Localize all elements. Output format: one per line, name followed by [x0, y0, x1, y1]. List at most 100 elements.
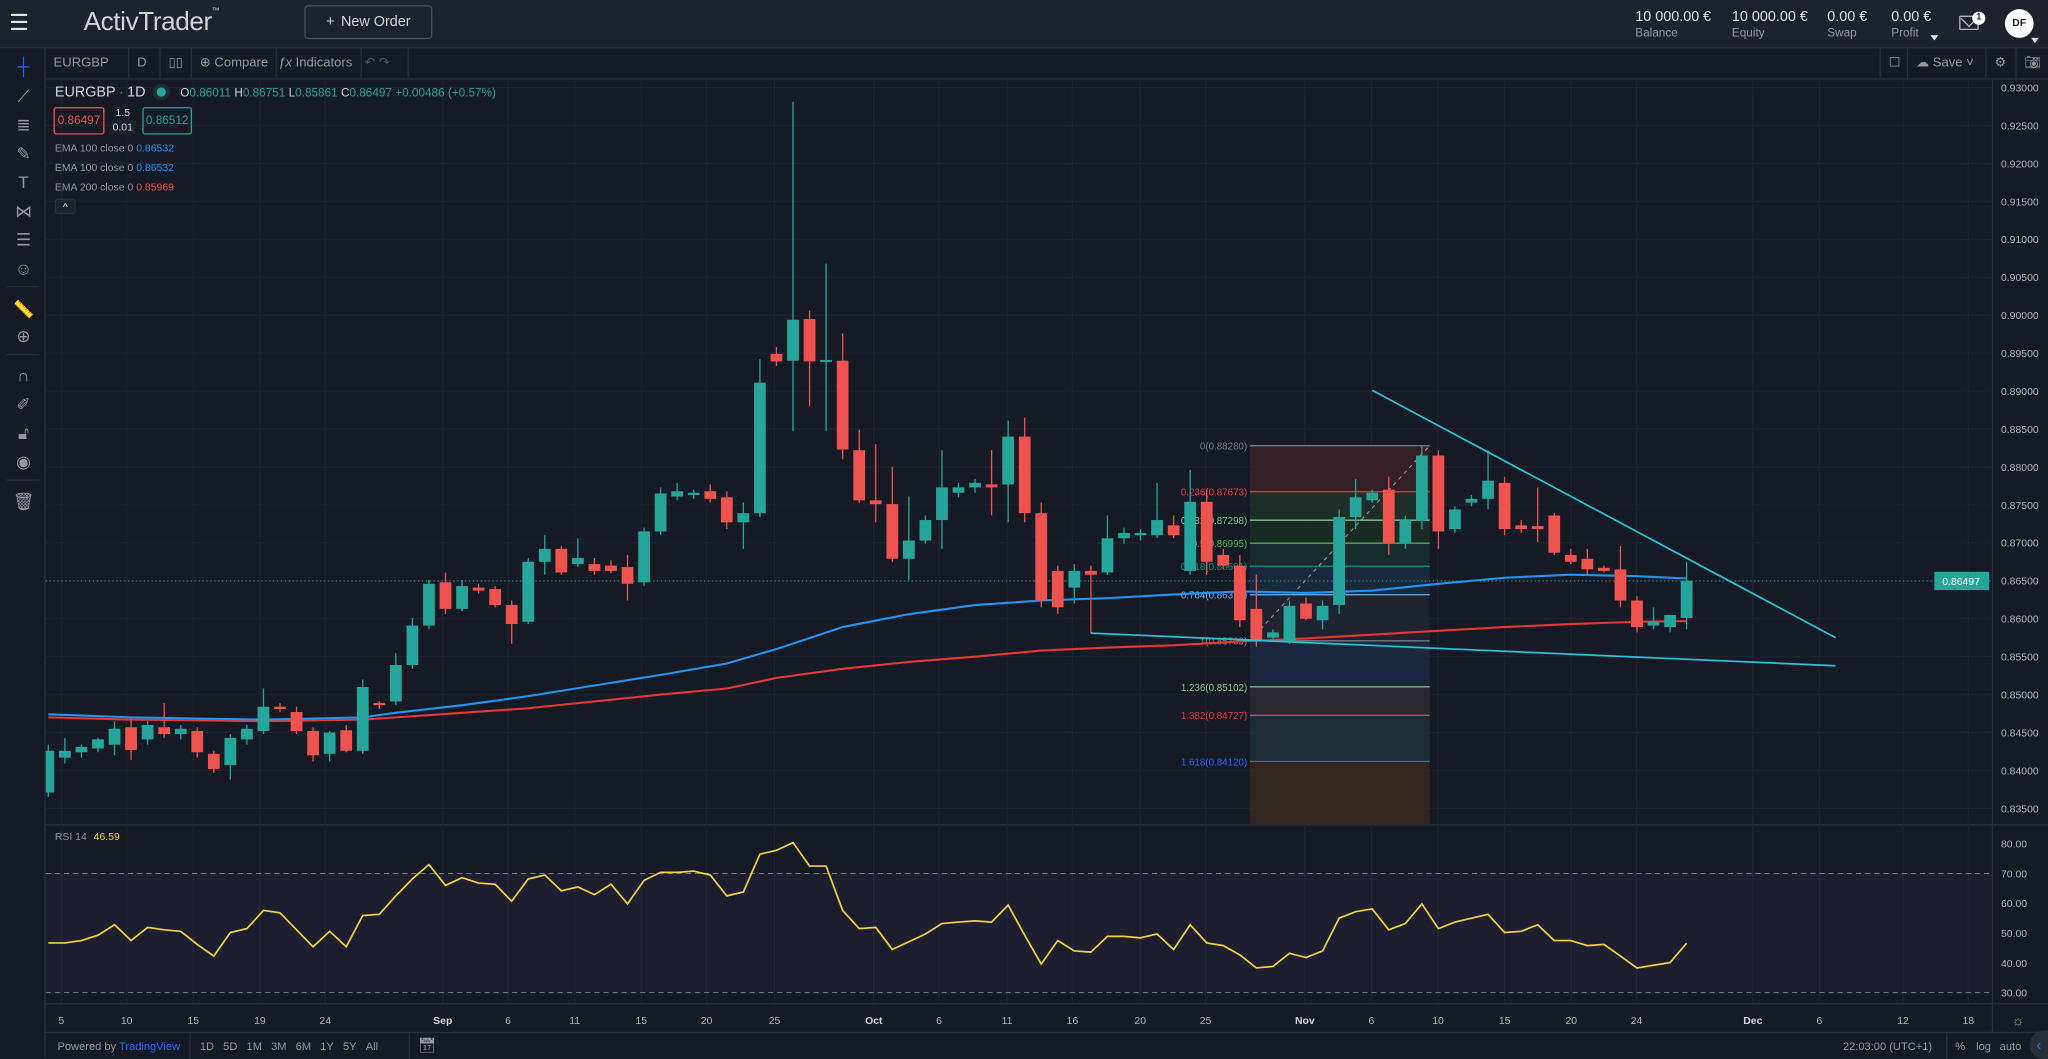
rsi-legend[interactable]: RSI 14 46.59 [55, 831, 120, 843]
candle [1200, 489, 1213, 575]
range-6m[interactable]: 6M [295, 1039, 312, 1053]
candle-body [1399, 520, 1412, 544]
brush-icon[interactable]: ✎ [16, 143, 31, 164]
range-1d[interactable]: 1D [199, 1039, 215, 1053]
indicators-button[interactable]: ƒx Indicators [270, 48, 362, 79]
profit-stat[interactable]: 0.00 € Profit [1891, 9, 1931, 40]
undo-icon[interactable]: ↶ [364, 56, 376, 71]
range-1y[interactable]: 1Y [320, 1039, 334, 1053]
pattern-icon[interactable]: ⋈ [15, 201, 32, 221]
ema-label: EMA 100 close 0 [54, 142, 134, 155]
fib-level-label: 1.618(0.84120) [1181, 757, 1247, 768]
lock-drawing-icon[interactable]: ✐ [16, 394, 31, 415]
candle-body [158, 727, 171, 735]
candle [1349, 479, 1362, 530]
range-5y[interactable]: 5Y [342, 1039, 357, 1053]
settings-gear-icon[interactable]: ☼ [2011, 1013, 2024, 1029]
zoom-in-icon[interactable]: ⊕ [16, 326, 31, 347]
ruler-icon[interactable]: 📏 [12, 299, 35, 319]
symbol-search[interactable]: EURGBP [46, 48, 130, 79]
candle [1002, 420, 1015, 523]
buy-button[interactable]: 0.86512 [142, 107, 192, 135]
auto-toggle[interactable]: auto [1999, 1039, 2022, 1053]
candle [1151, 482, 1163, 539]
candle-body [1382, 489, 1395, 544]
tradingview-link[interactable]: TradingView [118, 1039, 181, 1053]
ema100-line [48, 573, 1687, 721]
prediction-icon[interactable]: ☰ [15, 229, 32, 250]
fullscreen-button[interactable]: ☐ [1879, 48, 1909, 79]
percent-toggle[interactable]: % [1955, 1039, 1966, 1053]
spread-bottom: 0.01 [109, 120, 136, 135]
trash-icon[interactable]: 🗑︎ [12, 491, 35, 511]
high-label: H [234, 86, 243, 100]
log-toggle[interactable]: log [1976, 1039, 1991, 1053]
candle-body [737, 513, 750, 523]
chevron-down-icon[interactable]: ˅ [1962, 56, 1974, 71]
candle-body [522, 561, 535, 622]
compare-button[interactable]: ⊕ Compare [192, 48, 278, 79]
candle-body [1614, 569, 1627, 601]
go-to-date-icon[interactable]: 📅︎ [417, 1038, 437, 1055]
settings-button[interactable]: ⚙ [1987, 48, 2017, 79]
time-tick: 20 [701, 1016, 713, 1027]
chart-canvas[interactable]: 0.93000 0.92500 0.92000 0.91500 0.91000 0.905… [45, 79, 2048, 1058]
candle-body [1333, 517, 1345, 606]
chart-type-button[interactable]: ▯▯ [161, 48, 192, 79]
hamburger-menu-icon[interactable]: ☰ [9, 10, 30, 36]
candle-body [985, 484, 998, 488]
new-order-label: New Order [341, 14, 411, 31]
magnet-icon[interactable]: ∩ [17, 365, 30, 386]
powered-by[interactable]: Powered by TradingView [57, 1040, 180, 1053]
ema-legend-3[interactable]: EMA 200 close 0 0.85969 [55, 182, 174, 194]
rsi-tick: 80.00 [2001, 840, 2027, 851]
ema-value: 0.86532 [136, 161, 174, 174]
time-tick: 10 [121, 1016, 133, 1027]
clock[interactable]: 22:03:00 (UTC+1) [1842, 1039, 1933, 1053]
fib-ratio: 0 [1200, 442, 1206, 453]
range-1m[interactable]: 1M [246, 1039, 262, 1053]
trend-line-icon[interactable]: ⟋ [17, 86, 30, 106]
candle-body [936, 487, 948, 521]
candle-body [456, 586, 468, 609]
candle [241, 724, 253, 745]
lock-icon[interactable]: 🔓︎ [17, 423, 30, 443]
screenshot-button[interactable]: 📷︎ [2017, 48, 2048, 78]
ema-legend-2[interactable]: EMA 100 close 0 0.86532 [55, 162, 174, 174]
text-icon[interactable]: T [18, 172, 29, 192]
candle-body [621, 567, 634, 584]
emoji-icon[interactable]: ☺ [14, 258, 33, 279]
eye-icon[interactable]: ◉ [16, 451, 31, 472]
range-5d[interactable]: 5D [223, 1039, 238, 1053]
price-tick: 0.89000 [2001, 387, 2039, 398]
candle [439, 572, 452, 615]
profit-dropdown-icon[interactable] [1930, 35, 1939, 41]
avatar[interactable]: DF [2004, 9, 2034, 38]
interval-label: D [137, 56, 147, 71]
avatar-dropdown-icon[interactable] [2031, 37, 2039, 44]
candle [936, 450, 948, 549]
save-button[interactable]: ☁ Save ˅ [1908, 48, 1987, 79]
save-label: Save [1932, 56, 1963, 71]
brand-logo[interactable]: ActivTrader™ [84, 8, 220, 38]
chevron-left-icon[interactable]: ‹ [2029, 1030, 2048, 1059]
candle-body [356, 687, 369, 751]
interval-button[interactable]: D [129, 48, 161, 79]
range-all[interactable]: All [365, 1039, 379, 1053]
new-order-button[interactable]: + New Order [304, 5, 433, 40]
crosshair-icon[interactable]: ┼ [17, 56, 30, 76]
sell-button[interactable]: 0.86497 [53, 107, 105, 135]
range-3m[interactable]: 3M [271, 1039, 287, 1053]
candle-body [803, 318, 816, 362]
undo-redo: ↶ ↷ [357, 48, 409, 79]
candle [704, 484, 717, 503]
candle [1631, 595, 1643, 633]
ema-legend-1[interactable]: EMA 100 close 0 0.86532 [55, 142, 174, 154]
collapse-legend-button[interactable]: ^ [54, 198, 76, 215]
candle-body [886, 504, 899, 559]
redo-icon[interactable]: ↷ [378, 56, 390, 71]
price-tick: 0.87500 [2001, 501, 2039, 512]
candle-body [191, 731, 204, 753]
fib-retracement-icon[interactable]: ≣ [16, 114, 31, 135]
candle-body [307, 731, 319, 756]
